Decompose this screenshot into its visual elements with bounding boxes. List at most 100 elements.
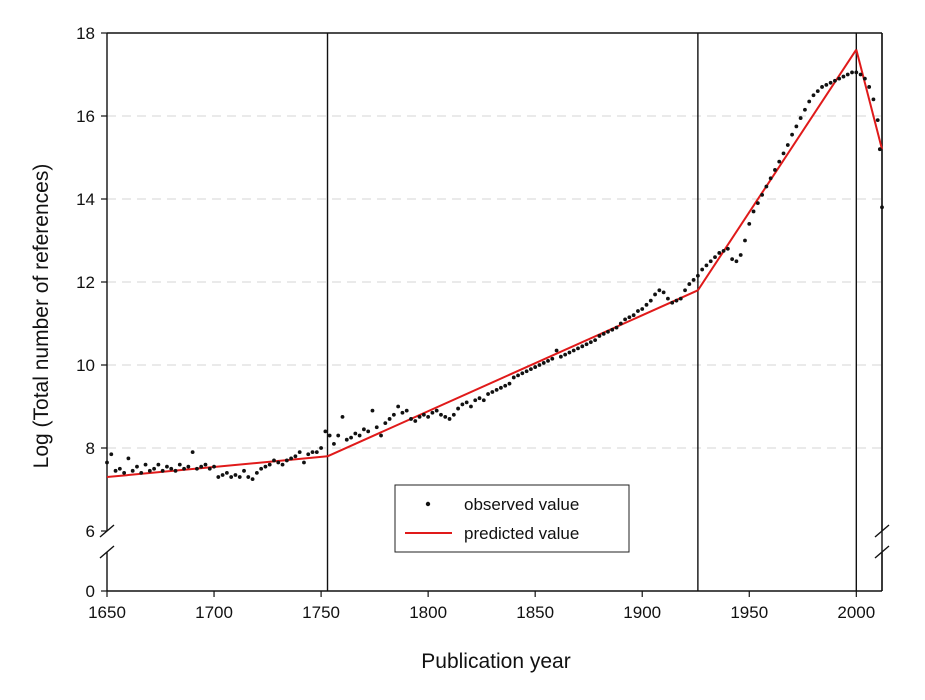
observed-point <box>516 373 520 378</box>
observed-point <box>636 309 640 313</box>
observed-point <box>396 404 401 409</box>
observed-point <box>725 246 730 251</box>
observed-point <box>323 429 328 434</box>
axis-ticks: 1650 1700 1750 1800 1850 1900 1950 2000 6 8 10 12 14… <box>76 24 875 622</box>
observed-point <box>374 425 379 430</box>
observed-point <box>528 367 533 372</box>
observed-point <box>721 248 726 253</box>
observed-point <box>820 85 824 89</box>
observed-point <box>713 255 717 259</box>
observed-point <box>790 132 794 137</box>
observed-point <box>824 82 829 87</box>
observed-point <box>734 259 739 264</box>
observed-point <box>554 348 559 353</box>
y-tick-label: 16 <box>76 107 95 126</box>
observed-point <box>785 143 790 147</box>
observed-point <box>666 296 670 301</box>
observed-point <box>113 468 118 473</box>
observed-point <box>229 475 234 479</box>
y-tick-label: 14 <box>76 190 95 209</box>
observed-point <box>421 412 426 417</box>
observed-point <box>695 273 700 278</box>
observed-point <box>344 437 349 442</box>
observed-point <box>537 363 542 367</box>
observed-point <box>456 406 461 411</box>
y-tick-label: 0 <box>86 582 95 601</box>
observed-point <box>777 159 782 164</box>
observed-point <box>614 325 619 330</box>
observed-point <box>815 89 820 93</box>
observed-point <box>494 388 499 392</box>
observed-point <box>224 471 229 475</box>
x-tick-label: 1750 <box>302 603 340 622</box>
observed-point <box>152 466 156 471</box>
observed-point <box>503 383 508 388</box>
observed-point <box>691 278 696 282</box>
observed-point <box>439 412 443 417</box>
observed-point <box>173 468 178 473</box>
observed-point <box>567 350 572 355</box>
x-tick-label: 1650 <box>88 603 126 622</box>
observed-point <box>875 118 880 123</box>
observed-point <box>833 78 837 83</box>
observed-point <box>186 464 191 469</box>
legend-predicted-label: predicted value <box>464 524 579 543</box>
observed-point <box>336 433 341 438</box>
observed-point <box>854 70 859 75</box>
observed-point <box>730 257 735 262</box>
observed-point <box>499 385 503 390</box>
observed-point <box>867 85 872 89</box>
observed-point <box>169 466 174 471</box>
observed-point <box>417 414 422 419</box>
observed-point <box>293 454 298 459</box>
observed-point <box>413 419 418 423</box>
observed-point <box>811 93 816 98</box>
observed-point <box>486 392 490 396</box>
observed-point <box>648 298 653 303</box>
x-tick-label: 2000 <box>837 603 875 622</box>
observed-point <box>143 462 148 467</box>
observed-point <box>640 307 645 311</box>
observed-point <box>751 209 756 214</box>
legend: observed value predicted value <box>394 484 630 553</box>
observed-point <box>280 462 285 467</box>
observed-point <box>623 317 627 322</box>
observed-point <box>794 124 799 129</box>
observed-point <box>657 288 662 293</box>
observed-point <box>841 74 846 79</box>
observed-point <box>597 334 602 338</box>
predicted-segment <box>327 289 699 458</box>
observed-point <box>571 348 576 353</box>
observed-point <box>314 450 319 455</box>
observed-point <box>284 458 289 463</box>
observed-point <box>207 466 212 471</box>
observed-point <box>426 414 431 419</box>
observed-point <box>460 402 465 407</box>
observed-point <box>764 184 769 189</box>
observed-point <box>272 458 276 463</box>
observed-point <box>469 404 473 409</box>
observed-point <box>653 292 657 297</box>
axis-break-mark <box>874 524 890 538</box>
observed-point <box>674 298 679 303</box>
observed-point <box>464 400 469 405</box>
observed-point <box>473 398 478 403</box>
observed-point <box>447 417 452 421</box>
observed-point <box>670 300 675 305</box>
observed-point <box>259 466 264 471</box>
observed-point <box>430 410 435 415</box>
observed-point <box>297 450 302 455</box>
y-tick-label: 18 <box>76 24 95 43</box>
observed-point <box>781 151 786 156</box>
observed-point <box>773 168 777 172</box>
x-tick-label: 1850 <box>516 603 554 622</box>
observed-point <box>850 70 854 75</box>
observed-point <box>387 417 392 421</box>
x-axis-label: Publication year <box>421 650 570 673</box>
x-tick-label: 1900 <box>623 603 661 622</box>
observed-point <box>601 331 606 336</box>
observed-point <box>768 176 773 181</box>
observed-point <box>550 356 555 361</box>
observed-point <box>349 435 353 440</box>
y-tick-label: 8 <box>86 439 95 458</box>
